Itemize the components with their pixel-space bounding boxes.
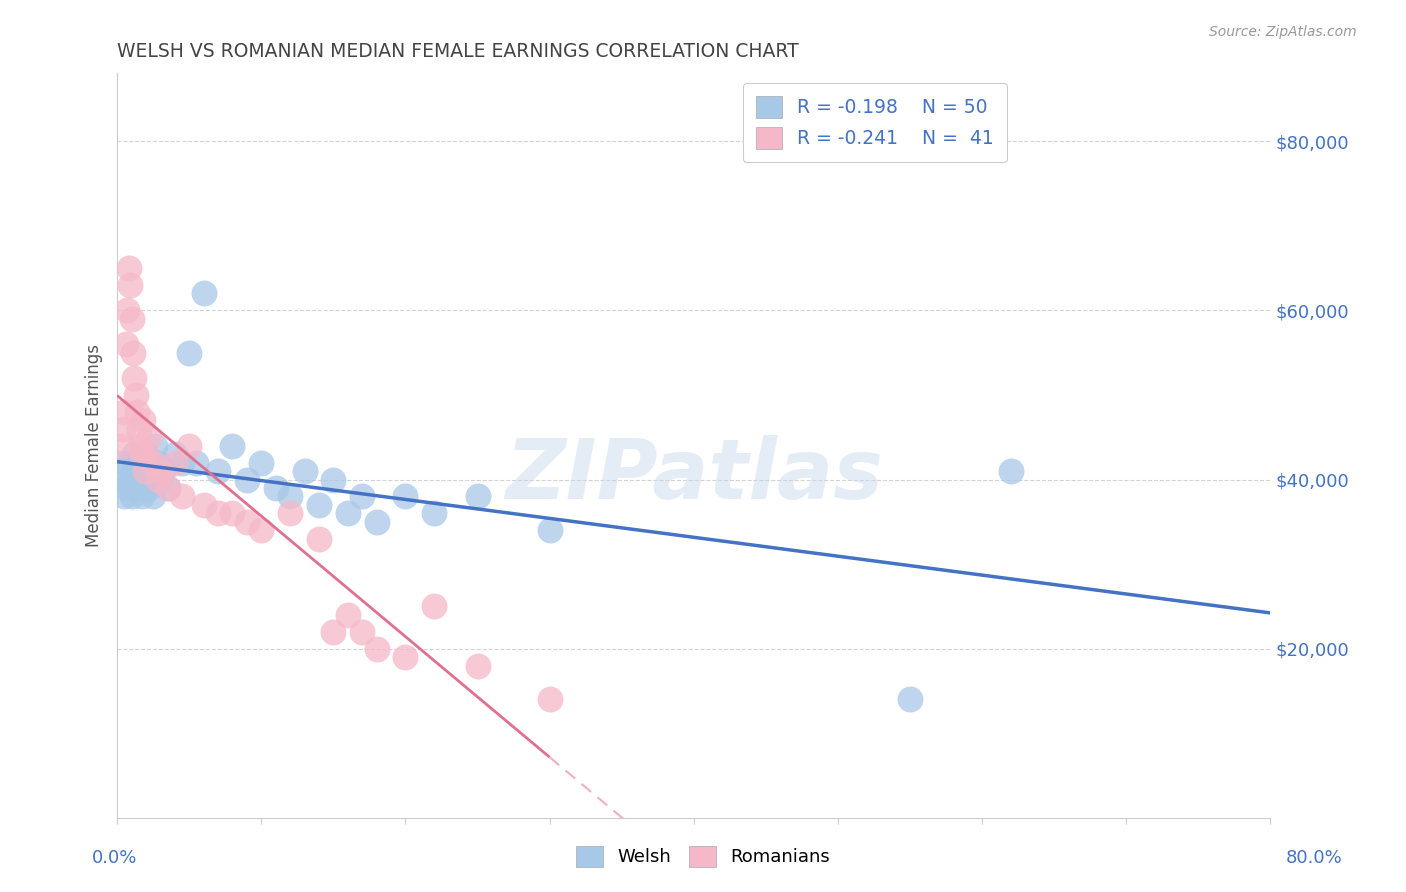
Point (112, 405, 135, 419)
Point (163, 447, 186, 461)
Point (114, 337, 136, 351)
Point (110, 439, 132, 453)
Point (366, 641, 388, 656)
Point (1000, 464, 1022, 478)
Point (236, 473, 259, 487)
Point (264, 481, 287, 495)
Legend: Welsh, Romanians: Welsh, Romanians (568, 838, 838, 874)
Point (538, 523, 561, 537)
Point (131, 447, 153, 461)
Point (135, 447, 157, 461)
Point (207, 464, 229, 478)
Point (146, 456, 169, 470)
Point (122, 464, 145, 478)
Point (394, 650, 416, 665)
Point (336, 507, 359, 521)
Text: ZIPatlas: ZIPatlas (505, 435, 883, 516)
Point (278, 490, 301, 504)
Point (125, 388, 148, 402)
Point (124, 371, 146, 385)
Point (193, 286, 215, 301)
Point (138, 430, 160, 444)
Point (142, 490, 165, 504)
Point (163, 456, 186, 470)
Point (111, 422, 134, 436)
Text: 0.0%: 0.0% (91, 849, 136, 867)
Legend: R = -0.198    N = 50, R = -0.241    N =  41: R = -0.198 N = 50, R = -0.241 N = 41 (742, 83, 1007, 161)
Text: 80.0%: 80.0% (1286, 849, 1343, 867)
Point (146, 473, 169, 487)
Point (138, 481, 160, 495)
Point (366, 515, 388, 529)
Point (143, 439, 166, 453)
Point (128, 422, 150, 436)
Point (129, 439, 152, 453)
Point (423, 599, 446, 614)
Point (322, 624, 344, 639)
Point (135, 447, 157, 461)
Point (179, 345, 201, 359)
Point (129, 456, 152, 470)
Point (149, 473, 172, 487)
Point (294, 464, 316, 478)
Y-axis label: Median Female Earnings: Median Female Earnings (86, 344, 103, 547)
Point (120, 277, 142, 292)
Point (134, 464, 156, 478)
Point (179, 439, 201, 453)
Point (124, 447, 146, 461)
Point (121, 490, 143, 504)
Point (221, 439, 243, 453)
Point (423, 507, 446, 521)
Point (139, 456, 162, 470)
Point (250, 456, 273, 470)
Text: WELSH VS ROMANIAN MEDIAN FEMALE EARNINGS CORRELATION CHART: WELSH VS ROMANIAN MEDIAN FEMALE EARNINGS… (117, 42, 799, 61)
Point (127, 405, 149, 419)
Point (467, 658, 489, 673)
Point (128, 473, 150, 487)
Point (111, 456, 134, 470)
Point (352, 490, 374, 504)
Point (250, 523, 273, 537)
Point (170, 490, 193, 504)
Point (118, 456, 141, 470)
Point (193, 498, 215, 512)
Point (322, 473, 344, 487)
Point (278, 507, 301, 521)
Point (394, 490, 416, 504)
Point (117, 303, 139, 318)
Point (132, 413, 155, 427)
Point (186, 456, 208, 470)
Point (308, 498, 330, 512)
Point (538, 692, 561, 706)
Point (142, 456, 165, 470)
Point (352, 624, 374, 639)
Point (125, 481, 148, 495)
Point (136, 464, 159, 478)
Point (152, 464, 174, 478)
Point (156, 481, 179, 495)
Point (156, 481, 179, 495)
Point (114, 473, 136, 487)
Point (467, 490, 489, 504)
Point (898, 692, 921, 706)
Point (121, 311, 143, 326)
Point (132, 464, 155, 478)
Point (122, 345, 145, 359)
Point (134, 481, 156, 495)
Point (117, 481, 139, 495)
Point (141, 473, 163, 487)
Point (127, 464, 149, 478)
Point (336, 607, 359, 622)
Point (170, 456, 193, 470)
Point (120, 473, 142, 487)
Point (112, 490, 135, 504)
Point (118, 260, 141, 275)
Point (207, 507, 229, 521)
Text: Source: ZipAtlas.com: Source: ZipAtlas.com (1209, 25, 1357, 39)
Point (149, 464, 172, 478)
Point (221, 507, 243, 521)
Point (236, 515, 259, 529)
Point (308, 532, 330, 546)
Point (131, 490, 153, 504)
